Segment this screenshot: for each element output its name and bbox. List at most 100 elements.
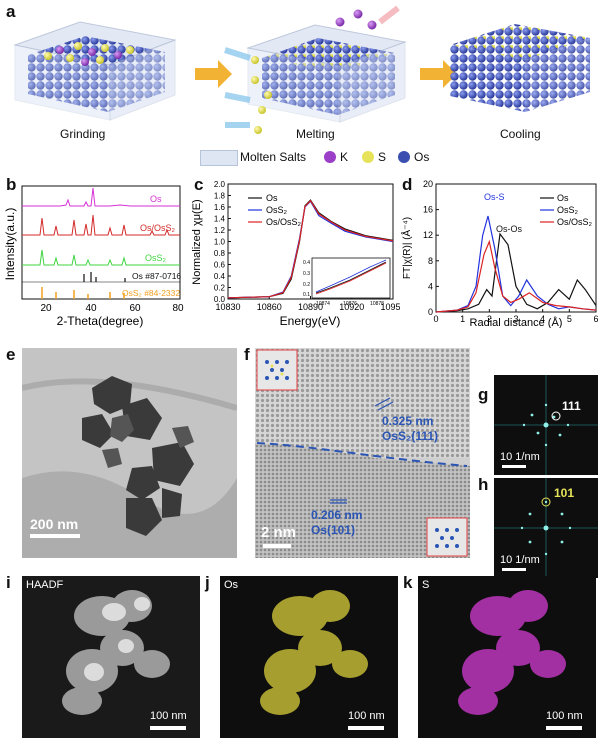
panel-label-h: h xyxy=(478,475,489,494)
xanes-ytick: 0.8 xyxy=(214,249,226,258)
xrd-label-oss2: OsS₂ xyxy=(145,253,167,263)
upper-phase: OsS₂(111) xyxy=(382,429,439,443)
exafs-xtick: 4 xyxy=(540,314,545,324)
xanes-ytick: 0.0 xyxy=(214,295,226,304)
step-cooling: Cooling xyxy=(500,127,541,141)
xrd-series-oss2 xyxy=(22,249,180,266)
eds-os-scale: 100 nm xyxy=(348,710,385,722)
inset-xtick: 10874 xyxy=(316,301,330,307)
xanes-inset xyxy=(311,257,391,299)
xanes-legend-oss2: OsS₂ xyxy=(266,205,288,215)
xrd-series-composite xyxy=(22,214,180,236)
xrd-xlabel: 2-Theta(degree) xyxy=(57,314,144,328)
xanes-ylabel: Normalized χμ(E) xyxy=(191,199,203,284)
xanes-ytick: 0.2 xyxy=(214,284,226,293)
xrd-label-composite: Os/OsS₂ xyxy=(140,223,176,233)
xrd-xtick: 80 xyxy=(172,303,184,314)
inset-line-oss2 xyxy=(315,259,387,293)
xanes-series-line xyxy=(227,199,394,299)
molten-salt-swatch xyxy=(200,150,238,166)
fft-image-h: 101 10 1/nm xyxy=(494,478,598,578)
xanes-ytick: 1.6 xyxy=(214,203,226,212)
exafs-xtick: 1 xyxy=(460,314,465,324)
exafs-xtick: 5 xyxy=(567,314,572,324)
xrd-ref-os: Os #87-0716 xyxy=(132,271,181,281)
xrd-ylabel: Intensity(a.u.) xyxy=(3,208,17,281)
exafs-legend-oss2: OsS₂ xyxy=(557,205,579,215)
eds-s-label: S xyxy=(422,579,430,591)
step-grinding: Grinding xyxy=(60,127,106,141)
panel-label-g: g xyxy=(478,385,489,404)
exafs-ytick: 20 xyxy=(423,179,433,189)
hrtem-scale-label: 2 nm xyxy=(261,524,297,541)
panel-label-b: b xyxy=(6,175,17,194)
inset-ytick: 0.1 xyxy=(303,292,310,298)
exafs-legend-composite: Os/OsS₂ xyxy=(557,217,593,227)
xanes-ytick: 1.8 xyxy=(214,192,226,201)
panel-label-j: j xyxy=(205,573,210,592)
exafs-ytick: 8 xyxy=(428,256,433,266)
eds-s-map: S 100 nm xyxy=(418,576,596,738)
exafs-ylabel: FT|χ(R)| (Å⁻⁴) xyxy=(400,217,413,279)
haadf-image: HAADF 100 nm xyxy=(22,576,200,738)
xanes-legend-os: Os xyxy=(266,193,278,203)
xrd-xtick: 20 xyxy=(40,303,52,314)
xanes-ytick: 1.2 xyxy=(214,226,226,235)
xrd-xtick: 60 xyxy=(129,303,141,314)
inset-ytick: 0.2 xyxy=(303,282,310,288)
synthesis-schematic xyxy=(13,5,590,134)
exafs-xtick: 0 xyxy=(433,314,438,324)
inset-ytick: 0.4 xyxy=(303,260,310,266)
xanes-xtick: 10830 xyxy=(215,302,240,312)
arrow-right-icon xyxy=(420,60,457,88)
annotation-os-s: Os-S xyxy=(484,192,505,202)
exafs-ytick: 12 xyxy=(423,230,433,240)
fft-g-plane: 111 xyxy=(562,399,581,413)
eds-os-map: Os 100 nm xyxy=(220,576,398,738)
inset-xtick: 10876 xyxy=(343,301,357,307)
panel-label-a: a xyxy=(6,2,16,21)
haadf-label: HAADF xyxy=(26,579,64,591)
fft-h-scale: 10 1/nm xyxy=(500,554,540,566)
xrd-label-os: Os xyxy=(150,194,162,204)
tem-image: 200 nm xyxy=(22,348,237,558)
inset-line-composite xyxy=(315,262,387,295)
xanes-ytick: 0.4 xyxy=(214,272,226,281)
legend-molten-salts: Molten Salts xyxy=(240,150,307,164)
inset-line-os xyxy=(315,261,387,294)
panel-label-f: f xyxy=(244,345,250,364)
fft-g-scale: 10 1/nm xyxy=(500,451,540,463)
xanes-ytick: 1.0 xyxy=(214,238,226,247)
xrd-chart: 20 40 60 80 2-Theta(degree) Intensity(a.… xyxy=(3,185,184,328)
eds-s-scale: 100 nm xyxy=(546,710,583,722)
xrd-series-os xyxy=(22,187,180,207)
block-grinding xyxy=(13,21,177,121)
legend-k: K xyxy=(340,150,349,164)
exafs-xlabel: Radial distance (Å) xyxy=(470,316,563,328)
haadf-scale: 100 nm xyxy=(150,710,187,722)
xrd-xtick: 40 xyxy=(85,303,97,314)
eds-os-label: Os xyxy=(224,579,239,591)
exafs-ytick: 0 xyxy=(428,307,433,317)
xanes-ytick: 0.6 xyxy=(214,261,226,270)
exafs-series-line xyxy=(435,232,597,313)
panel-label-i: i xyxy=(6,573,11,592)
hrtem-image: 0.325 nm OsS₂(111) 0.206 nm Os(101) 2 nm xyxy=(255,348,470,558)
panel-label-k: k xyxy=(403,573,413,592)
xanes-legend-composite: Os/OsS₂ xyxy=(266,217,302,227)
panel-label-d: d xyxy=(402,175,413,194)
xanes-ytick: 2.0 xyxy=(214,180,226,189)
xanes-xtick: 10920 xyxy=(339,302,364,312)
xrd-ref-oss2: OsS₂ #84-2332 xyxy=(122,288,180,298)
exafs-xtick: 2 xyxy=(487,314,492,324)
exafs-legend-os: Os xyxy=(557,193,569,203)
exafs-series-line xyxy=(435,239,597,313)
xanes-xlabel: Energy(eV) xyxy=(280,314,341,328)
tem-scale-label: 200 nm xyxy=(30,516,79,532)
upper-d-spacing: 0.325 nm xyxy=(382,414,434,428)
xanes-ytick: 1.4 xyxy=(214,215,226,224)
lower-d-spacing: 0.206 nm xyxy=(311,508,363,522)
